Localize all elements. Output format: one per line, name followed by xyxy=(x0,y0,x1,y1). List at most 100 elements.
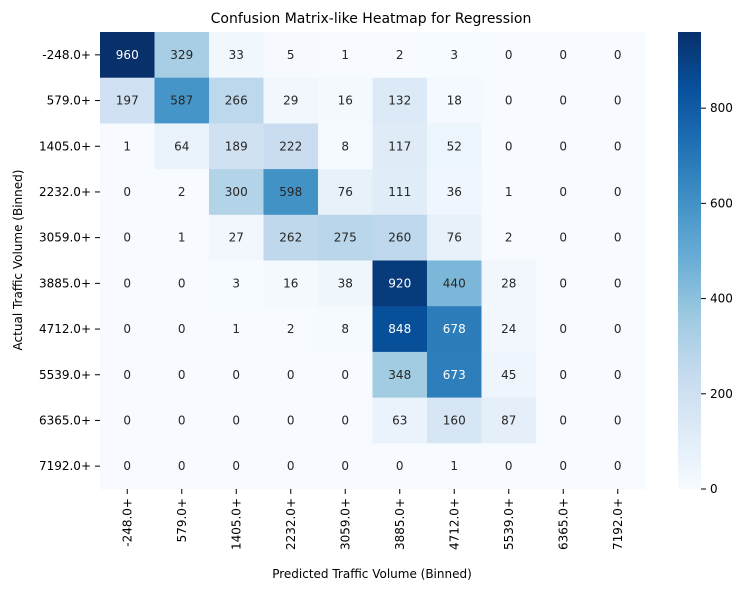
heatmap-cell xyxy=(263,123,319,170)
cell-value-label: 0 xyxy=(178,413,186,427)
cell-value-label: 0 xyxy=(614,139,622,153)
y-tick-label: 5539.0+ xyxy=(39,368,91,382)
heatmap-cell xyxy=(590,443,646,490)
cell-value-label: 0 xyxy=(614,413,622,427)
heatmap-cell xyxy=(481,443,537,490)
heatmap-cell xyxy=(318,169,373,216)
y-tick-label: 4712.0+ xyxy=(39,322,91,336)
heatmap-cell xyxy=(427,306,482,353)
cell-value-label: 0 xyxy=(178,368,186,382)
cell-value-label: 0 xyxy=(559,48,567,62)
heatmap-cell xyxy=(372,77,428,124)
cell-value-label: 1 xyxy=(341,48,349,62)
heatmap-cell xyxy=(154,32,210,79)
heatmap-cell xyxy=(481,397,537,444)
heatmap-cell xyxy=(590,77,646,124)
cell-value-label: 87 xyxy=(501,413,516,427)
y-tick-label: 6365.0+ xyxy=(39,413,91,427)
heatmap-cell xyxy=(427,214,482,261)
cell-value-label: 1 xyxy=(232,322,240,336)
heatmap-cell xyxy=(100,260,155,307)
cell-value-label: 0 xyxy=(123,276,131,290)
heatmap-cell xyxy=(427,123,482,170)
heatmap-cell xyxy=(263,306,319,353)
cell-value-label: 5 xyxy=(287,48,295,62)
heatmap-cell xyxy=(536,169,591,216)
heatmap-cell xyxy=(318,443,373,490)
cell-value-label: 1 xyxy=(178,231,186,245)
cell-value-label: 348 xyxy=(388,368,411,382)
heatmap-cell xyxy=(481,77,537,124)
heatmap-cell xyxy=(590,306,646,353)
cell-value-label: 0 xyxy=(287,413,295,427)
y-tick-label: 2232.0+ xyxy=(39,185,91,199)
cell-value-label: 2 xyxy=(287,322,295,336)
heatmap-cell xyxy=(318,214,373,261)
x-tick-label: 2232.0+ xyxy=(284,498,298,550)
heatmap-cell xyxy=(590,397,646,444)
cell-value-label: 8 xyxy=(341,139,349,153)
cell-value-label: 1 xyxy=(450,459,458,473)
x-tick-label: 579.0+ xyxy=(175,498,189,542)
cell-value-label: 329 xyxy=(170,48,193,62)
x-axis-ticks: -248.0+ 579.0+ 1405.0+ 2232.0+ 3059.0+ 3885.0… xyxy=(120,489,625,550)
heatmap-cell xyxy=(590,32,646,79)
colorbar-tick-label: 0 xyxy=(710,482,718,496)
cell-value-label: 0 xyxy=(559,94,567,108)
colorbar-tick-label: 200 xyxy=(710,387,733,401)
heatmap-cell xyxy=(154,77,210,124)
cell-value-label: 0 xyxy=(341,413,349,427)
cell-value-label: 0 xyxy=(559,459,567,473)
heatmap-cell xyxy=(209,32,264,79)
cell-value-label: 33 xyxy=(229,48,244,62)
x-tick-label: 3885.0+ xyxy=(393,498,407,550)
cell-value-label: 0 xyxy=(559,139,567,153)
cell-value-label: 222 xyxy=(279,139,302,153)
cell-value-label: 0 xyxy=(232,413,240,427)
cell-value-label: 300 xyxy=(225,185,248,199)
cell-value-label: 848 xyxy=(388,322,411,336)
heatmap-cell xyxy=(427,77,482,124)
y-tick-label: 3059.0+ xyxy=(39,231,91,245)
heatmap-cell xyxy=(481,351,537,399)
heatmap-cell xyxy=(590,214,646,261)
cell-value-label: 0 xyxy=(505,94,513,108)
heatmap-cell xyxy=(209,214,264,261)
heatmap-cell xyxy=(100,123,155,170)
cell-value-label: 36 xyxy=(447,185,462,199)
x-tick-label: 1405.0+ xyxy=(229,498,243,550)
heatmap-cell xyxy=(590,260,646,307)
cell-value-label: 0 xyxy=(559,276,567,290)
heatmap-cell xyxy=(154,214,210,261)
x-tick-label: 6365.0+ xyxy=(556,498,570,550)
cell-value-label: 8 xyxy=(341,322,349,336)
colorbar xyxy=(678,32,701,489)
cell-value-label: 0 xyxy=(178,459,186,473)
cell-value-label: 28 xyxy=(501,276,516,290)
heatmap-cell xyxy=(263,77,319,124)
cell-value-label: 0 xyxy=(505,459,513,473)
cell-value-label: 2 xyxy=(396,48,404,62)
heatmap-cell xyxy=(263,169,319,216)
cell-value-label: 266 xyxy=(225,94,248,108)
cell-value-label: 0 xyxy=(178,276,186,290)
cell-value-label: 76 xyxy=(447,231,462,245)
heatmap-cell xyxy=(154,351,210,399)
cell-value-label: 0 xyxy=(559,322,567,336)
cell-value-label: 52 xyxy=(447,139,462,153)
heatmap-cell xyxy=(536,123,591,170)
y-tick-label: 579.0+ xyxy=(47,94,91,108)
cell-value-label: 27 xyxy=(229,231,244,245)
heatmap-cell xyxy=(427,351,482,399)
heatmap-cell xyxy=(536,32,591,79)
cell-value-label: 0 xyxy=(178,322,186,336)
heatmap-cell xyxy=(263,214,319,261)
y-axis-label: Actual Traffic Volume (Binned) xyxy=(11,170,25,351)
cell-value-label: 0 xyxy=(559,368,567,382)
heatmap-cell xyxy=(536,351,591,399)
cell-value-label: 16 xyxy=(283,276,298,290)
heatmap-cell xyxy=(427,397,482,444)
heatmap-cell xyxy=(100,169,155,216)
heatmap-cell xyxy=(154,169,210,216)
